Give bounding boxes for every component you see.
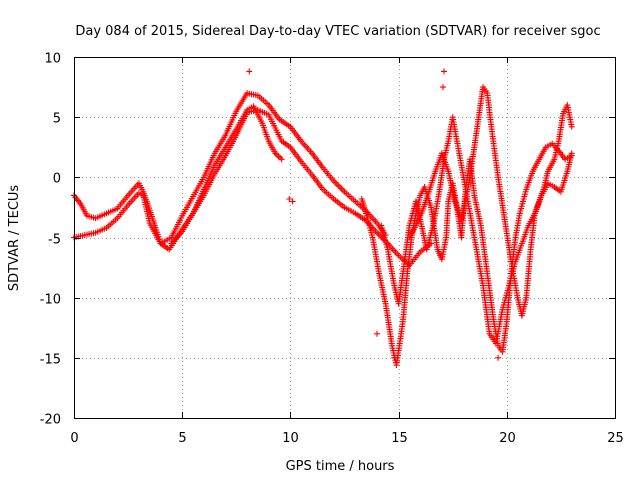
data-point	[289, 198, 296, 205]
y-axis-label: SDTVAR / TECUs	[7, 185, 22, 292]
x-axis-label: GPS time / hours	[286, 459, 395, 474]
y-tick-label: -15	[40, 353, 61, 368]
data-point	[441, 68, 447, 75]
data-point	[568, 123, 575, 130]
axis-ticks	[74, 57, 616, 419]
data-points	[71, 68, 575, 369]
data-point	[495, 354, 502, 361]
y-tick-label: 0	[53, 172, 61, 187]
y-tick-label: -5	[48, 233, 61, 248]
x-tick-label: 25	[607, 431, 624, 446]
data-point	[286, 196, 293, 202]
chart-title: Day 084 of 2015, Sidereal Day-to-day VTE…	[75, 24, 600, 39]
y-tick-label: -10	[40, 293, 61, 308]
x-tick-label: 15	[391, 431, 408, 446]
y-tick-label: 10	[44, 52, 61, 67]
data-point	[246, 68, 253, 75]
x-tick-label: 0	[70, 431, 78, 446]
data-point	[568, 150, 575, 157]
x-tick-label: 5	[178, 431, 186, 446]
y-tick-label: -20	[40, 413, 61, 428]
x-tick-label: 10	[282, 431, 299, 446]
y-tick-label: 5	[53, 112, 61, 127]
data-point	[391, 354, 398, 361]
y-tick-labels: -20 -15 -10 -5 0 5 10	[40, 52, 61, 428]
x-tick-label: 20	[499, 431, 516, 446]
data-point	[374, 330, 380, 337]
data-point	[278, 156, 285, 163]
data-point	[440, 84, 446, 91]
x-tick-labels: 0 5 10 15 20 25	[70, 431, 623, 446]
